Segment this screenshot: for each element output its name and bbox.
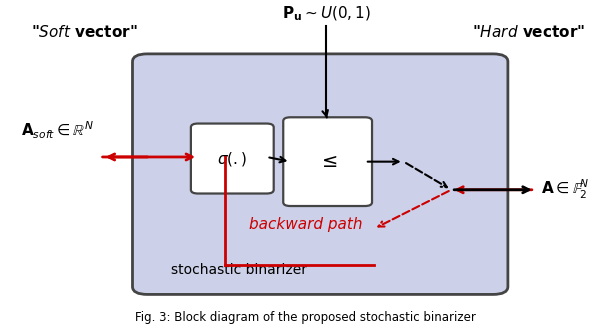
Text: $\mathbf{A} \in \mathbb{F}_2^N$: $\mathbf{A} \in \mathbb{F}_2^N$ [541, 178, 588, 201]
FancyBboxPatch shape [133, 54, 508, 294]
Text: $\sigma(.)$: $\sigma(.)$ [218, 149, 247, 168]
Text: stochastic binarizer: stochastic binarizer [171, 263, 307, 277]
Text: $\leq$: $\leq$ [318, 153, 338, 171]
Text: $\mathbf{A}_{soft} \in \mathbb{R}^N$: $\mathbf{A}_{soft} \in \mathbb{R}^N$ [21, 120, 94, 141]
Text: backward path: backward path [248, 216, 362, 232]
Text: $\mathbf{P_u} \sim U(0,1)$: $\mathbf{P_u} \sim U(0,1)$ [282, 4, 371, 23]
Text: "$\mathit{Hard}$ $\mathbf{vector}$": "$\mathit{Hard}$ $\mathbf{vector}$" [472, 24, 585, 40]
FancyBboxPatch shape [283, 117, 372, 206]
Text: Fig. 3: Block diagram of the proposed stochastic binarizer: Fig. 3: Block diagram of the proposed st… [135, 311, 476, 324]
FancyBboxPatch shape [191, 123, 274, 193]
Text: "$\mathit{Soft}$ $\mathbf{vector}$": "$\mathit{Soft}$ $\mathbf{vector}$" [31, 24, 138, 40]
